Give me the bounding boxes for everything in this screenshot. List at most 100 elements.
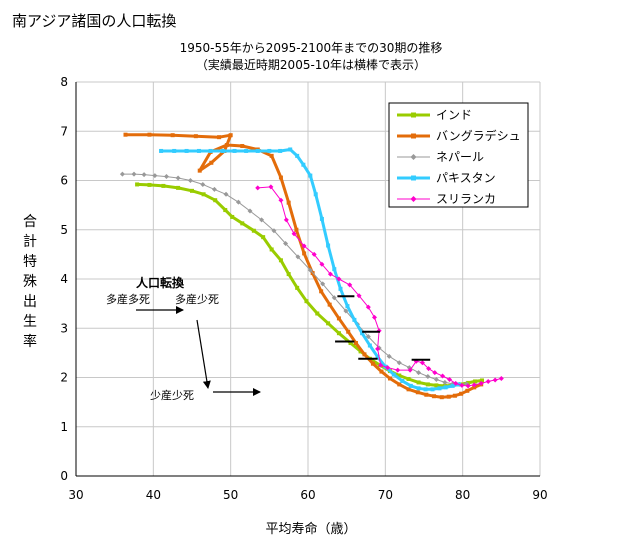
arrow-stage2-to-3 xyxy=(196,319,211,389)
x-tick-label-4: 70 xyxy=(378,488,393,502)
series-2-point-11 xyxy=(247,208,253,214)
series-2-point-4 xyxy=(163,174,169,180)
series-2-point-0 xyxy=(119,171,125,177)
series-3-point-10 xyxy=(278,148,283,153)
series-3-point-7 xyxy=(244,148,249,153)
page-title: 南アジア諸国の人口転換 xyxy=(12,12,177,30)
series-1-point-35 xyxy=(452,393,457,398)
series-3-point-34 xyxy=(450,383,455,388)
series-3-point-9 xyxy=(267,148,272,153)
series-1-point-16 xyxy=(294,227,299,232)
series-3-point-29 xyxy=(416,386,421,391)
series-0-point-7 xyxy=(223,208,228,213)
series-2-point-16 xyxy=(307,267,313,273)
series-3-point-17 xyxy=(326,243,331,248)
series-3-point-28 xyxy=(408,383,413,388)
series-1-point-27 xyxy=(387,376,392,381)
series-0-point-13 xyxy=(278,258,283,263)
x-tick-label-1: 40 xyxy=(146,488,161,502)
legend-label-3: パキスタン xyxy=(436,171,496,185)
series-0-point-5 xyxy=(201,192,206,197)
series-1-point-19 xyxy=(319,289,324,294)
series-3-point-21 xyxy=(352,317,357,322)
legend-item-0: インド xyxy=(397,108,472,122)
series-3-point-31 xyxy=(430,387,435,392)
series-1-point-33 xyxy=(439,395,444,400)
series-3-point-23 xyxy=(367,343,372,348)
series-4-point-29 xyxy=(471,382,477,388)
series-2-point-19 xyxy=(343,308,349,314)
series-3-point-5 xyxy=(220,148,225,153)
series-0-point-27 xyxy=(416,380,421,385)
series-0-point-35 xyxy=(480,378,484,383)
annotation-group: 人口転換 多産多死 多産少死 少産少死 xyxy=(106,275,261,402)
series-2-point-8 xyxy=(211,186,217,192)
legend-label-1: バングラデシュ xyxy=(436,128,521,143)
y-tick-label-3: 3 xyxy=(60,321,68,335)
series-2-point-5 xyxy=(175,175,181,181)
series-4-point-22 xyxy=(426,366,432,372)
series-4-point-26 xyxy=(453,380,459,386)
series-4-point-24 xyxy=(440,373,446,379)
y-tick-label-1: 1 xyxy=(60,420,68,434)
series-2-point-18 xyxy=(331,295,337,301)
legend-swatch-marker-1 xyxy=(411,133,416,139)
series-0-point-19 xyxy=(336,331,341,336)
y-axis-label-char-1: 計 xyxy=(23,234,37,250)
series-4-point-30 xyxy=(478,380,484,386)
series-0-point-9 xyxy=(240,221,245,226)
series-1-point-5 xyxy=(228,133,233,138)
series-3-point-4 xyxy=(208,148,213,153)
series-0-point-34 xyxy=(473,379,478,384)
series-1-point-2 xyxy=(170,133,175,138)
series-4-point-19 xyxy=(407,367,413,373)
series-4-point-13 xyxy=(372,314,378,320)
series-0-point-26 xyxy=(406,376,411,381)
legend-swatch-marker-2 xyxy=(410,154,417,160)
y-tick-label-6: 6 xyxy=(60,174,68,188)
series-3-point-2 xyxy=(184,148,189,153)
series-0-point-20 xyxy=(348,341,353,346)
series-2-point-14 xyxy=(283,241,289,247)
legend-label-2: ネパール xyxy=(436,150,484,164)
series-2-point-7 xyxy=(200,181,206,187)
series-3-point-13 xyxy=(301,162,306,167)
legend-swatch-marker-4 xyxy=(410,196,417,202)
series-0-point-0 xyxy=(135,182,140,187)
series-3-point-26 xyxy=(391,372,396,377)
series-1-point-1 xyxy=(147,132,152,137)
legend-label-4: スリランカ xyxy=(436,192,496,206)
chart-title-line2: （実績最近時期2005-10年は横棒で表示） xyxy=(195,58,427,72)
series-4-point-2 xyxy=(278,197,284,203)
series-3-point-1 xyxy=(172,148,177,153)
y-axis-label-char-3: 殊 xyxy=(23,274,37,290)
series-3-point-18 xyxy=(332,267,337,272)
x-tick-label-0: 30 xyxy=(68,488,83,502)
chart-title: 1950-55年から2095-2100年までの30期の推移 （実績最近時期200… xyxy=(0,40,622,74)
series-1-point-31 xyxy=(424,392,429,397)
series-0-point-12 xyxy=(269,247,274,252)
series-1 xyxy=(123,132,484,400)
series-0-point-25 xyxy=(397,373,402,378)
series-2-point-2 xyxy=(141,172,147,178)
series-1-point-8 xyxy=(197,168,202,173)
series-3-point-30 xyxy=(423,387,428,392)
axes: 0 1 2 3 4 5 6 7 8 30 40 50 60 70 80 90 xyxy=(60,75,547,502)
series-3-point-3 xyxy=(196,148,201,153)
x-axis-label: 平均寿命（歳） xyxy=(265,522,357,537)
series-0-point-10 xyxy=(251,228,256,233)
series-2-point-21 xyxy=(365,334,371,340)
legend-box xyxy=(388,102,529,208)
series-3-point-32 xyxy=(437,386,442,391)
y-tick-label-8: 8 xyxy=(60,75,68,89)
series-4-point-15 xyxy=(375,346,381,352)
series-0-point-17 xyxy=(315,311,320,316)
series-0-point-8 xyxy=(230,214,235,219)
series-3-point-19 xyxy=(338,286,343,291)
series-0-point-3 xyxy=(176,185,181,190)
series-0-point-4 xyxy=(190,188,194,193)
series-line-4 xyxy=(257,186,502,387)
series-1-point-26 xyxy=(379,369,384,374)
x-tick-label-5: 80 xyxy=(455,488,470,502)
